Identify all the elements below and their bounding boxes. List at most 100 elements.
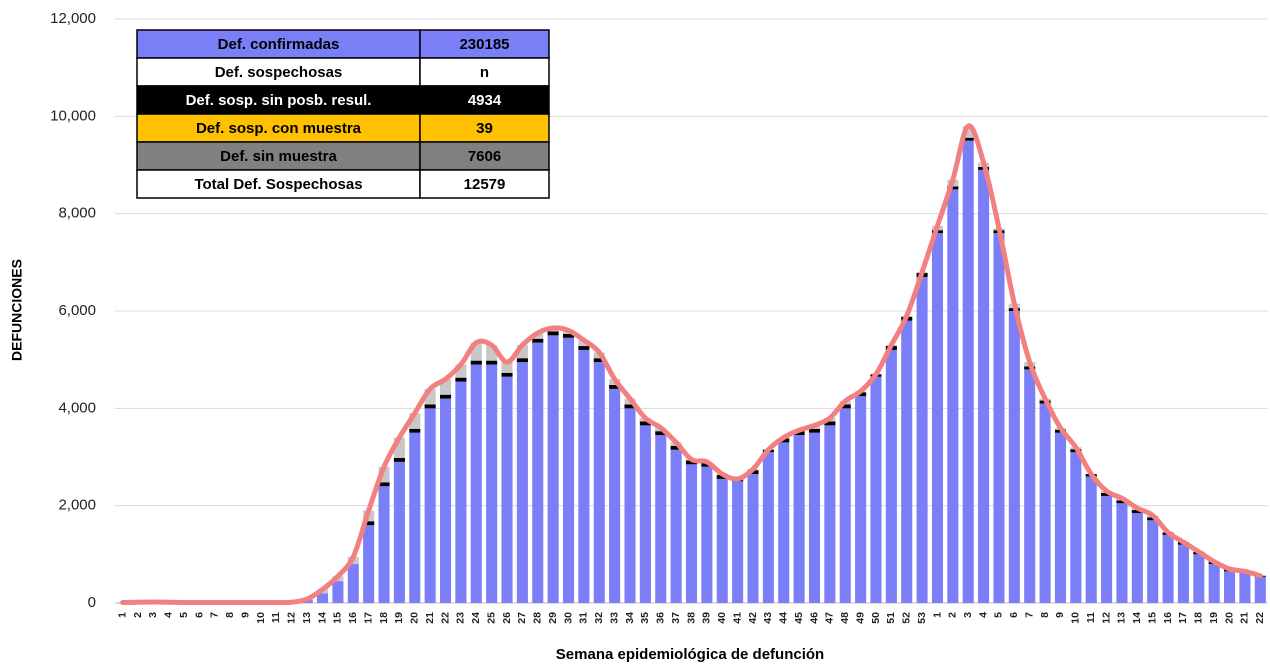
x-tick-label: 12 <box>286 612 298 624</box>
x-tick-label: 43 <box>762 612 774 624</box>
x-tick-label: 1 <box>931 612 943 618</box>
x-tick-label: 19 <box>393 612 405 624</box>
bar-segment <box>947 189 959 604</box>
bar-segment <box>978 169 990 603</box>
x-tick-label: 31 <box>578 612 590 624</box>
x-tick-label: 37 <box>670 612 682 624</box>
bar-segment <box>409 413 421 429</box>
x-tick-label: 22 <box>439 612 451 624</box>
bar-segment <box>839 408 851 603</box>
x-tick-label: 16 <box>347 612 359 624</box>
legend-row-cell <box>136 113 421 143</box>
x-tick-label: 17 <box>362 612 374 624</box>
table-header-value: n <box>480 64 489 81</box>
legend-row-value: 230185 <box>459 36 509 53</box>
legend-row-label: Def. sosp. sin posb. resul. <box>186 92 372 109</box>
x-tick-label: 48 <box>839 612 851 624</box>
bar-segment <box>439 379 452 395</box>
table-header-label: Def. sospechosas <box>215 64 343 81</box>
table-total-label: Total Def. Sospechosas <box>194 176 362 193</box>
x-tick-label: 28 <box>532 612 544 624</box>
bar-segment <box>1162 534 1174 603</box>
bar-segment <box>624 408 636 603</box>
bar-segment <box>885 349 897 603</box>
bar-segment <box>808 432 821 603</box>
bar-segment <box>532 338 544 343</box>
bar-segment <box>855 396 867 603</box>
bar-segment <box>916 276 928 603</box>
x-tick-label: 9 <box>239 612 251 618</box>
y-axis-label: DEFUNCIONES <box>9 259 25 361</box>
x-tick-label: 47 <box>824 612 836 624</box>
x-tick-label: 46 <box>808 612 820 624</box>
bar-segment <box>501 362 513 373</box>
x-tick-label: 30 <box>562 612 574 624</box>
bar-segment <box>409 432 421 603</box>
x-tick-label: 8 <box>1039 612 1051 618</box>
bar-segment <box>670 449 682 603</box>
x-tick-label: 14 <box>316 612 328 624</box>
legend-row-value: 7606 <box>468 148 501 165</box>
bar-segment <box>1224 571 1236 603</box>
bar-segment <box>532 332 544 339</box>
bar-segment <box>439 398 452 603</box>
y-tick-label: 4,000 <box>58 399 96 416</box>
bar-segment <box>624 404 636 409</box>
bar-segment <box>685 464 698 603</box>
bar-segment <box>516 358 528 363</box>
x-tick-label: 35 <box>639 612 651 624</box>
bar-segment <box>1054 432 1066 603</box>
total-line <box>120 123 1263 606</box>
bar-segment <box>1177 544 1189 603</box>
bar-segment <box>347 564 359 603</box>
bar-segment <box>639 421 651 426</box>
x-tick-label: 15 <box>332 612 344 624</box>
x-tick-label: 3 <box>147 612 159 618</box>
x-tick-label: 11 <box>270 612 282 623</box>
bar-segment <box>393 461 405 603</box>
bar-segment <box>609 388 621 603</box>
bar-segment <box>1039 403 1051 603</box>
bar-segment <box>655 431 667 436</box>
bar-segment <box>424 404 436 409</box>
bar-segment <box>732 481 744 603</box>
x-tick-label: 13 <box>1116 612 1128 624</box>
bar-segment <box>1147 517 1159 521</box>
x-tick-label: 7 <box>209 612 221 618</box>
x-tick-label: 50 <box>870 612 882 624</box>
bar-segment <box>378 482 390 487</box>
x-tick-label: 33 <box>608 612 620 624</box>
x-tick-label: 21 <box>1239 612 1251 624</box>
bar-segment <box>793 431 805 436</box>
legend-row-value: 39 <box>476 120 493 137</box>
x-tick-label: 16 <box>1162 612 1174 624</box>
bar-segment <box>993 233 1005 603</box>
x-tick-label: 13 <box>301 612 313 624</box>
bar-segment <box>439 394 452 399</box>
bar-segment <box>901 320 913 603</box>
x-tick-label: 7 <box>1023 612 1035 618</box>
y-tick-label: 6,000 <box>58 302 96 319</box>
bar-segment <box>455 377 467 382</box>
bar-segment <box>455 364 467 378</box>
bar-segment <box>701 462 713 467</box>
x-tick-label: 8 <box>224 612 236 618</box>
x-tick-label: 11 <box>1085 612 1097 623</box>
bar-segment <box>486 360 498 365</box>
x-tick-label: 25 <box>485 612 497 624</box>
x-tick-label: 6 <box>193 612 205 618</box>
x-tick-label: 22 <box>1254 612 1266 624</box>
x-tick-label: 1 <box>116 612 128 618</box>
legend-row-value: 4934 <box>468 92 502 109</box>
x-tick-label: 4 <box>163 612 175 618</box>
bar-segment <box>670 445 682 450</box>
legend-row-cell <box>136 141 421 171</box>
legend-row-cell <box>419 29 550 59</box>
y-tick-label: 10,000 <box>50 107 96 124</box>
bar-segment <box>578 349 590 603</box>
bar-segment <box>470 364 482 603</box>
x-tick-label: 52 <box>901 612 913 624</box>
bar-segment <box>532 342 544 603</box>
bar-segment <box>1193 554 1205 603</box>
x-tick-label: 6 <box>1008 612 1020 618</box>
